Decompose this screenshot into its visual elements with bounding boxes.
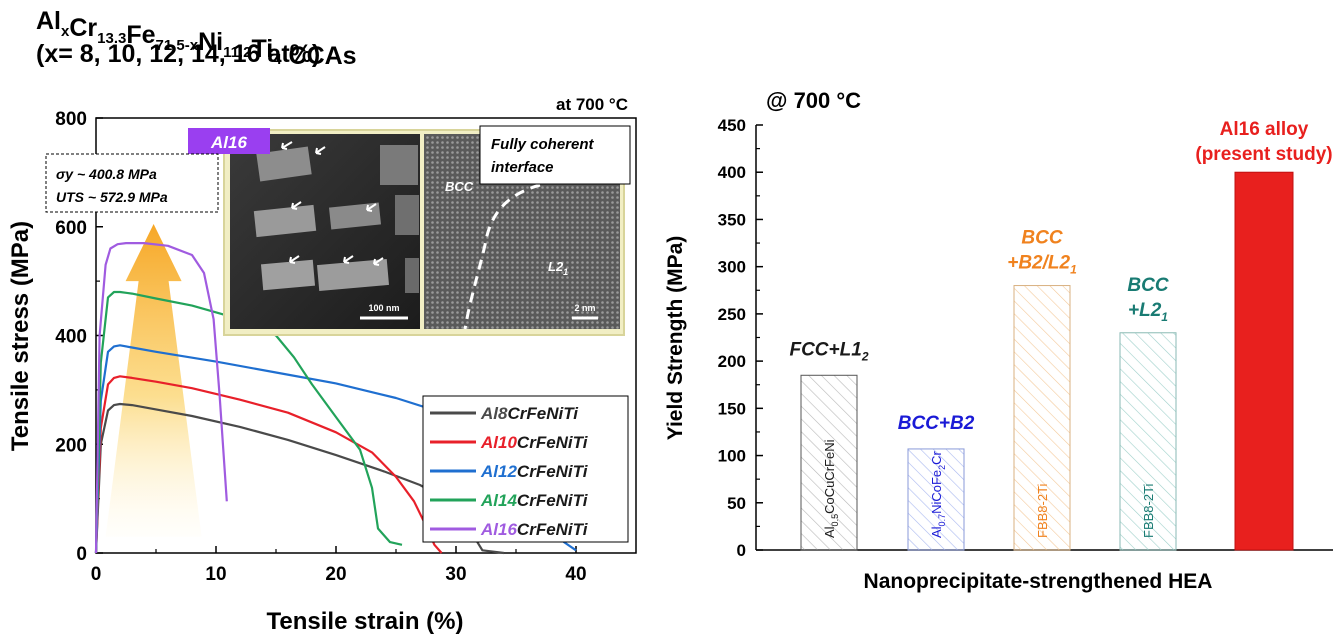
figure-title: AlxCr13.3Fe71.5-xNi11.2Ti4 CCAs(x= 8, 10… [36, 7, 357, 70]
inset-title-line2: interface [491, 159, 554, 176]
phase-label-line2-3: +B2/L21 [1007, 253, 1077, 277]
phase-label-l21: L21 [548, 259, 568, 277]
y-tick-label: 450 [718, 116, 746, 135]
x-tick-label: 10 [205, 564, 226, 585]
legend-label-al10: Al10CrFeNiTi [480, 433, 589, 452]
bar-label-4: FBB8-2Ti [1141, 483, 1156, 538]
yield-bars: Al0.5CoCuCrFeNiFCC+L12Al0.7NiCoFe2CrBCC+… [789, 119, 1333, 551]
y-tick-label: 50 [727, 494, 746, 513]
yield-axis-ticks: 0 50 100 150 200 250 300 350 400 450 [718, 116, 763, 560]
series-line-al16 [94, 242, 228, 554]
scale-label-right: 2 nm [574, 303, 595, 313]
bar-4 [1119, 332, 1177, 551]
x-tick-label: 30 [445, 564, 466, 585]
y-tick-label: 150 [718, 399, 746, 418]
x-tick-label: 40 [565, 564, 586, 585]
tensile-legend-items: Al8CrFeNiTi Al10CrFeNiTi Al12CrFeNiTi Al14C… [430, 404, 589, 539]
phase-label-line1-1: FCC+L12 [789, 339, 868, 363]
strength-annotation-box [45, 153, 219, 213]
x-tick-label: 20 [325, 564, 346, 585]
bar-label-3: FBB8-2Ti [1035, 483, 1050, 538]
y-tick-label: 350 [718, 210, 746, 229]
bar-label-2: Al0.7NiCoFe2Cr [929, 450, 947, 538]
tensile-x-axis-label: Tensile strain (%) [267, 608, 464, 635]
tensile-y-axis-label: Tensile stress (MPa) [7, 221, 34, 451]
series-line-al10 [94, 375, 443, 554]
y-tick-label: 200 [55, 435, 87, 456]
tensile-chart-title: at 700 °C [556, 95, 628, 114]
phase-label-line1-2: BCC+B2 [898, 413, 975, 434]
y-tick-label: 400 [718, 163, 746, 182]
bar-label-1: Al0.5CoCuCrFeNi [822, 439, 840, 538]
phase-label-line1-5: Al16 alloy [1220, 119, 1309, 140]
uts-annotation: UTS ~ 572.9 MPa [56, 189, 168, 205]
y-tick-label: 600 [55, 218, 87, 239]
bar-5 [1234, 171, 1294, 551]
tensile-legend [422, 395, 629, 543]
y-tick-label: 800 [55, 109, 87, 130]
phase-label-line1-4: BCC [1127, 275, 1168, 296]
y-tick-label: 250 [718, 305, 746, 324]
y-tick-label: 100 [718, 447, 746, 466]
al16-badge-label: Al16 [210, 133, 247, 152]
phase-label-line1-3: BCC [1021, 228, 1062, 249]
y-tick-label: 200 [718, 352, 746, 371]
scale-label-left: 100 nm [368, 303, 399, 313]
yield-x-axis-label: Nanoprecipitate-strengthened HEA [864, 570, 1213, 593]
inset-title-box [479, 125, 631, 185]
legend-label-al16: Al16CrFeNiTi [480, 520, 589, 539]
bar-3 [1013, 285, 1071, 551]
yield-strength-annotation: σy ~ 400.8 MPa [56, 166, 157, 182]
phase-label-line2-5: (present study) [1195, 144, 1332, 165]
legend-label-al12: Al12CrFeNiTi [480, 462, 589, 481]
inset-title-line1: Fully coherent [491, 136, 595, 153]
legend-label-al14: Al14CrFeNiTi [480, 491, 589, 510]
y-tick-label: 300 [718, 258, 746, 277]
al16-badge [188, 128, 270, 154]
figure-title-line2: (x= 8, 10, 12, 14, 16 at%) [36, 40, 320, 68]
figure-title-line1: AlxCr13.3Fe71.5-xNi11.2Ti4 CCAs [36, 7, 357, 70]
tem-inset: 100 nm BCC L21 2 nm Fully coherent inter… [223, 125, 631, 336]
y-tick-label: 400 [55, 327, 87, 348]
bar-1 [800, 374, 858, 551]
y-tick-label: 0 [737, 541, 746, 560]
y-tick-label: 0 [76, 544, 87, 565]
interface-dashed-line [463, 183, 541, 330]
yield-strength-chart: @ 700 °C 0 50 100 150 200 250 300 350 400 450 Al0… [664, 88, 1333, 593]
yield-y-axis-label: Yield Strength (MPa) [664, 236, 687, 441]
legend-label-al8: Al8CrFeNiTi [480, 404, 579, 423]
x-tick-label: 0 [91, 564, 102, 585]
bar-2 [907, 448, 965, 551]
precipitates [253, 145, 419, 293]
arrow-markers [281, 141, 384, 266]
yield-chart-title: @ 700 °C [766, 88, 861, 113]
phase-label-bcc: BCC [445, 179, 474, 194]
phase-label-line2-4: +L21 [1128, 300, 1168, 324]
